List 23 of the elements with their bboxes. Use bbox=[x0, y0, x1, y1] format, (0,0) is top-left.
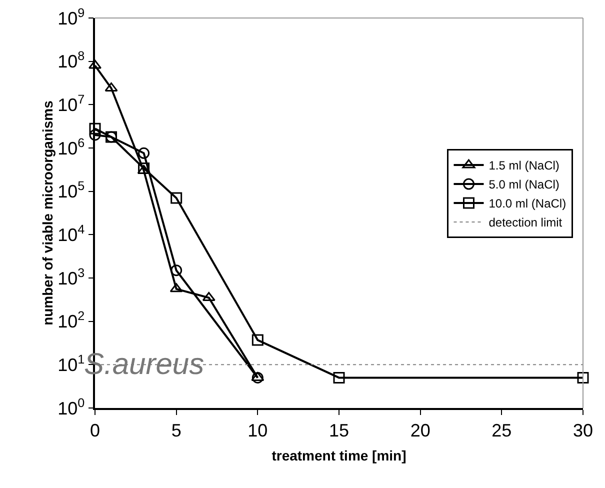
y-tick-label: 10$^{4}$ bbox=[58, 222, 85, 245]
x-tick-label: 25 bbox=[492, 420, 512, 440]
x-tick-label: 30 bbox=[572, 420, 594, 440]
legend-label: detection limit bbox=[488, 216, 563, 230]
legend-label: 5.0 ml (NaCl) bbox=[488, 178, 560, 192]
x-tick-label: 0 bbox=[90, 420, 100, 440]
x-tick-label: 10 bbox=[248, 420, 268, 440]
x-axis-title: treatment time [min] bbox=[272, 448, 406, 464]
x-tick-label: 15 bbox=[328, 420, 350, 440]
legend-label: 10.0 ml (NaCl) bbox=[488, 196, 566, 211]
y-tick-label: 10$^{3}$ bbox=[58, 266, 85, 288]
x-tick-label: 20 bbox=[410, 420, 430, 440]
y-tick-label: 10$^{7}$ bbox=[58, 92, 85, 115]
y-axis-title: number of viable microorganisms bbox=[40, 100, 56, 326]
legend-label: 1.5 ml (NaCl) bbox=[488, 158, 560, 173]
y-tick-label: 10$^{0}$ bbox=[58, 396, 85, 418]
x-tick-label: 5 bbox=[171, 420, 182, 440]
y-tick-label: 10$^{2}$ bbox=[58, 309, 85, 332]
y-tick-label: 10$^{1}$ bbox=[58, 352, 85, 375]
y-tick-label: 10$^{9}$ bbox=[58, 6, 85, 28]
y-tick-label: 10$^{5}$ bbox=[58, 179, 85, 202]
y-tick-label: 10$^{8}$ bbox=[58, 49, 85, 72]
y-tick-label: 10$^{6}$ bbox=[58, 136, 85, 158]
